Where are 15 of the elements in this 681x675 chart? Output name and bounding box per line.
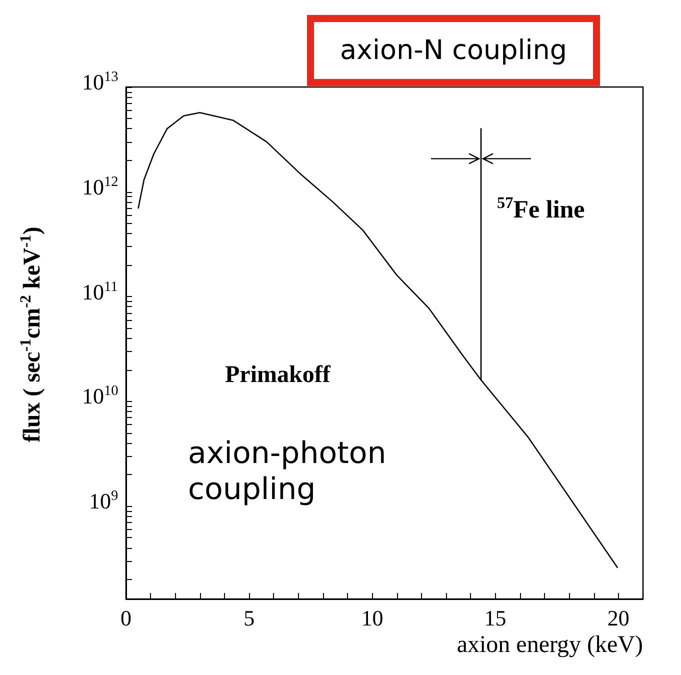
- x-tick-label: 0: [120, 606, 132, 630]
- text: axion-N coupling: [307, 15, 600, 86]
- annotation: axion-photon coupling: [188, 436, 386, 508]
- x-axis-title: axion energy (keV): [456, 632, 643, 658]
- y-tick-label: 10$^{11}$: [82, 278, 118, 305]
- y-tick-label: 10$^{13}$: [82, 69, 118, 96]
- annotation: Primakoff: [225, 362, 330, 389]
- x-tick-label: 15: [484, 606, 506, 630]
- y-tick-label: 10$^{10}$: [82, 383, 118, 410]
- x-tick-label: 5: [244, 606, 255, 630]
- x-tick-label: 10: [361, 606, 384, 630]
- x-tick-label: 20: [607, 606, 630, 630]
- annotation: $^{57}$Fe line: [497, 194, 585, 224]
- y-tick-label: 10$^{12}$: [82, 174, 118, 200]
- y-tick-label: 10$^{9}$: [89, 488, 118, 514]
